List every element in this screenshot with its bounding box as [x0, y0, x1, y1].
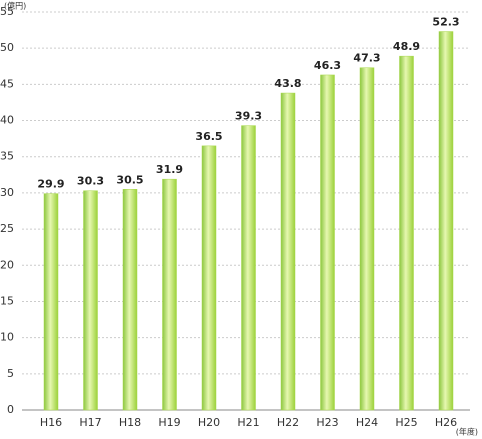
bar: [43, 193, 59, 411]
value-label: 36.5: [195, 130, 222, 143]
y-tick-label: 45: [0, 77, 14, 90]
x-tick-label: H16: [40, 416, 62, 429]
value-label: 48.9: [393, 40, 420, 53]
x-tick-label: H23: [316, 416, 338, 429]
x-tick-label: H25: [395, 416, 417, 429]
y-tick-label: 50: [0, 41, 14, 54]
value-label: 46.3: [314, 59, 341, 72]
y-tick-label: 10: [0, 331, 14, 344]
y-tick-label: 25: [0, 222, 14, 235]
y-tick-label: 30: [0, 186, 14, 199]
x-tick-label: H19: [158, 416, 180, 429]
y-tick-label: 0: [7, 403, 14, 416]
bar: [241, 125, 256, 411]
bar: [438, 31, 454, 411]
bar: [122, 189, 138, 411]
y-tick-label: 35: [0, 150, 14, 163]
x-tick-label: H22: [277, 416, 299, 429]
y-tick-label: 15: [0, 294, 14, 307]
value-label: 30.5: [116, 173, 143, 186]
bar: [320, 74, 335, 411]
x-unit: (年度): [456, 427, 478, 437]
y-tick-label: 20: [0, 258, 14, 271]
bar: [201, 145, 217, 411]
x-tick-label: H26: [435, 416, 457, 429]
value-label: 43.8: [274, 77, 301, 90]
bar: [83, 190, 98, 411]
bar: [399, 55, 414, 411]
x-tick-label: H21: [237, 416, 259, 429]
x-tick-label: H24: [356, 416, 378, 429]
value-label: 52.3: [432, 16, 459, 29]
bar: [162, 178, 177, 411]
y-tick-label: 40: [0, 114, 14, 127]
bar: [359, 67, 375, 411]
x-tick-label: H20: [198, 416, 220, 429]
value-label: 39.3: [235, 110, 262, 123]
value-label: 47.3: [353, 52, 380, 65]
x-tick-label: H17: [79, 416, 101, 429]
y-tick-label: 5: [7, 367, 14, 380]
value-label: 30.3: [77, 175, 104, 188]
value-label: 29.9: [37, 178, 64, 191]
bar: [280, 92, 296, 411]
y-tick-label: 55: [0, 5, 14, 18]
x-tick-label: H18: [119, 416, 141, 429]
y-unit: (億円): [4, 1, 26, 11]
value-label: 31.9: [156, 163, 183, 176]
